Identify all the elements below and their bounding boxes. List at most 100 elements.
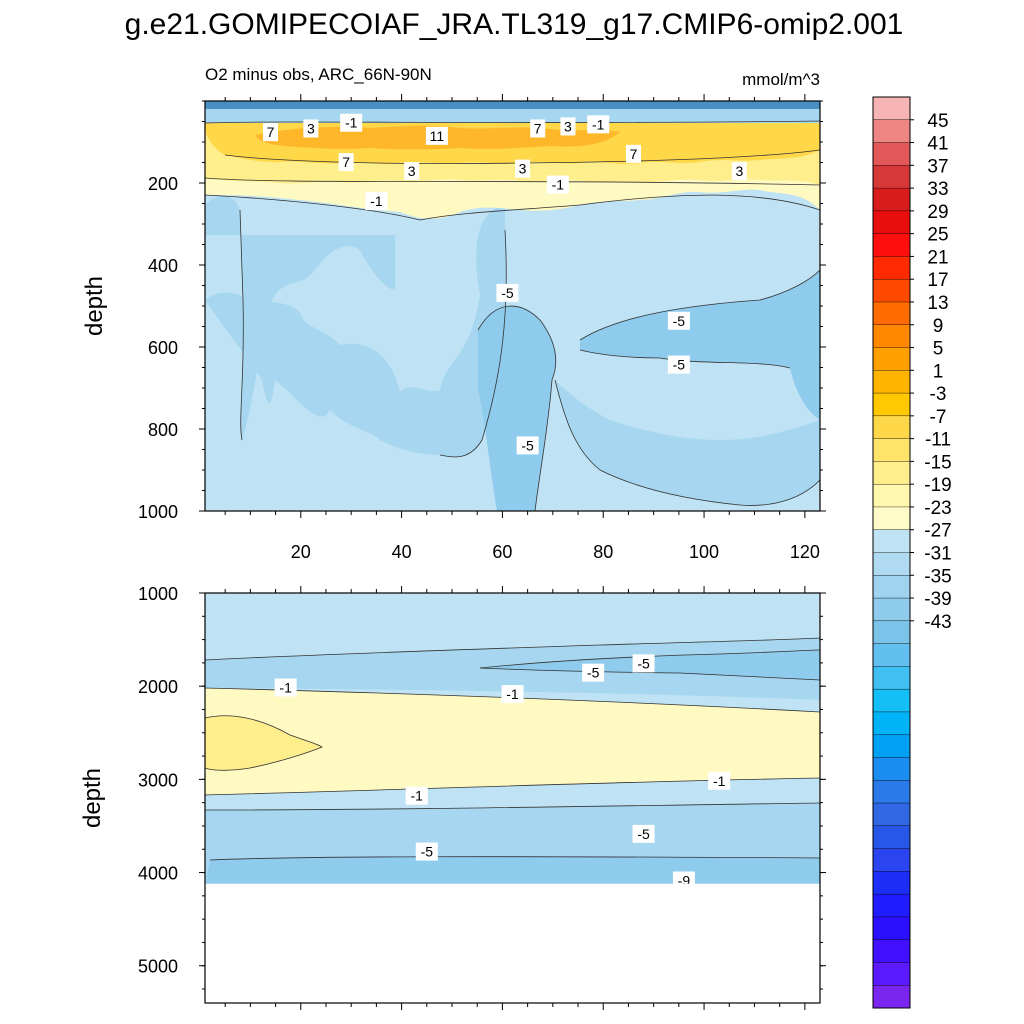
upper-contour-labels: 7 3 -1 11 7 3 -1 7 3 -1 7 3 -1 3 -5 -5 -5 -5	[263, 113, 747, 455]
contour-label: -5	[496, 283, 519, 302]
y-tick-label: 2000	[138, 677, 178, 697]
colorbar-swatch	[872, 301, 911, 326]
contour-label-bg	[274, 678, 297, 697]
contour-label: 3	[731, 162, 747, 181]
colorbar-swatch	[872, 688, 911, 713]
contour-label: 11	[425, 126, 448, 145]
colorbar-label: 41	[927, 134, 948, 155]
x-tick-label: 20	[291, 542, 311, 562]
y-tick-label: 1000	[138, 584, 178, 604]
contour-label-bg	[501, 685, 524, 704]
contour-label-text: -1	[506, 686, 519, 702]
colorbar-label: 45	[927, 111, 948, 132]
colorbar-swatch	[872, 370, 911, 394]
contour-label-text: -1	[410, 788, 423, 804]
colorbar-swatch	[872, 529, 911, 553]
contour-label-bg	[667, 311, 690, 330]
lower-contour-line	[205, 802, 820, 811]
colorbar-label: -43	[924, 612, 951, 633]
upper-contour-line	[239, 209, 244, 441]
colorbar-swatch	[872, 165, 911, 189]
lower-warm-band-3	[205, 715, 322, 771]
upper-dark-blue-column	[478, 306, 556, 511]
contour-label-bg	[405, 786, 428, 805]
colorbar-swatch	[872, 597, 911, 622]
upper-contour-line	[579, 349, 791, 369]
contour-label-text: -5	[587, 665, 600, 681]
contour-label: -5	[632, 654, 655, 673]
x-tick-label: 80	[593, 542, 613, 562]
contour-label-text: -1	[552, 177, 565, 193]
colorbar-swatch	[872, 780, 911, 804]
contour-label-text: 3	[408, 163, 416, 179]
lower-contour-fill	[205, 593, 820, 888]
contour-label: -5	[667, 355, 690, 374]
colorbar-label: -3	[930, 384, 947, 405]
colorbar-swatch	[872, 552, 911, 576]
contour-label: 7	[338, 153, 354, 172]
upper-contour-line	[554, 379, 820, 506]
colorbar-swatch	[872, 643, 911, 667]
contour-label-bg	[546, 175, 569, 194]
figure-title: g.e21.GOMIPECOIAF_JRA.TL319_g17.CMIP6-om…	[125, 8, 904, 41]
colorbar-label: 9	[933, 316, 944, 337]
contour-label-text: 3	[307, 120, 315, 136]
contour-label: -1	[546, 175, 569, 194]
lower-axis-ticks: 1000 2000 3000 4000 5000	[138, 584, 826, 1010]
contour-label-bg	[708, 771, 731, 790]
colorbar-label: 17	[927, 270, 948, 291]
contour-label: -1	[405, 786, 428, 805]
colorbar-swatch	[872, 187, 911, 212]
colorbar-label: 13	[927, 293, 948, 314]
contour-label-text: 11	[430, 128, 445, 144]
upper-contour-line	[205, 194, 820, 221]
colorbar-swatch	[872, 871, 911, 895]
contour-label-text: -5	[521, 437, 534, 453]
colorbar-swatch	[872, 233, 911, 257]
colorbar-swatch	[872, 802, 911, 827]
contour-label-bg	[303, 119, 319, 138]
colorbar-swatch	[872, 119, 911, 144]
contour-label-text: -1	[713, 773, 726, 789]
contour-label-text: -1	[279, 680, 292, 696]
contour-label-text: 7	[267, 124, 275, 140]
contour-label-bg	[365, 192, 388, 211]
contour-label-bg	[530, 119, 546, 138]
lower-contour-line	[479, 649, 820, 669]
contour-label: -5	[667, 311, 690, 330]
contour-label: -1	[501, 685, 524, 704]
contour-label-bg	[625, 144, 641, 163]
contour-label-text: -5	[673, 313, 686, 329]
colorbar-swatch	[872, 461, 911, 485]
contour-label: -5	[415, 842, 438, 861]
contour-label-text: -1	[370, 193, 383, 209]
contour-label: 7	[263, 123, 279, 142]
contour-label-text: 3	[519, 161, 527, 177]
upper-surface-blue-band	[205, 109, 820, 123]
contour-label-bg	[340, 113, 363, 132]
x-tick-label: 60	[492, 542, 512, 562]
contour-label: -5	[516, 436, 539, 455]
y-tick-label: 3000	[138, 770, 178, 790]
upper-dark-blue-right-band	[580, 270, 820, 420]
colorbar-swatch	[872, 825, 911, 850]
lower-plot-frame	[204, 592, 821, 1004]
contour-label: -1	[340, 113, 363, 132]
contour-label-bg	[560, 117, 576, 136]
upper-subtitle-left: O2 minus obs, ARC_66N-90N	[205, 65, 432, 84]
colorbar-label: 25	[927, 225, 948, 246]
contour-label: -1	[708, 771, 731, 790]
contour-label: 7	[530, 119, 546, 138]
colorbar-label: 33	[927, 179, 948, 200]
contour-label-text: 7	[342, 154, 350, 170]
upper-contour-line	[205, 177, 820, 186]
y-tick-label: 5000	[138, 957, 178, 977]
colorbar-swatch	[872, 256, 911, 280]
lower-contour-labels: -1 -1-5-5-1-1-5-5-9	[274, 654, 731, 890]
contour-label-bg	[415, 842, 438, 861]
colorbar-label: 1	[933, 361, 944, 382]
colorbar-label: -23	[924, 498, 951, 519]
contour-label: -5	[582, 663, 605, 682]
y-tick-label: 600	[148, 338, 178, 358]
